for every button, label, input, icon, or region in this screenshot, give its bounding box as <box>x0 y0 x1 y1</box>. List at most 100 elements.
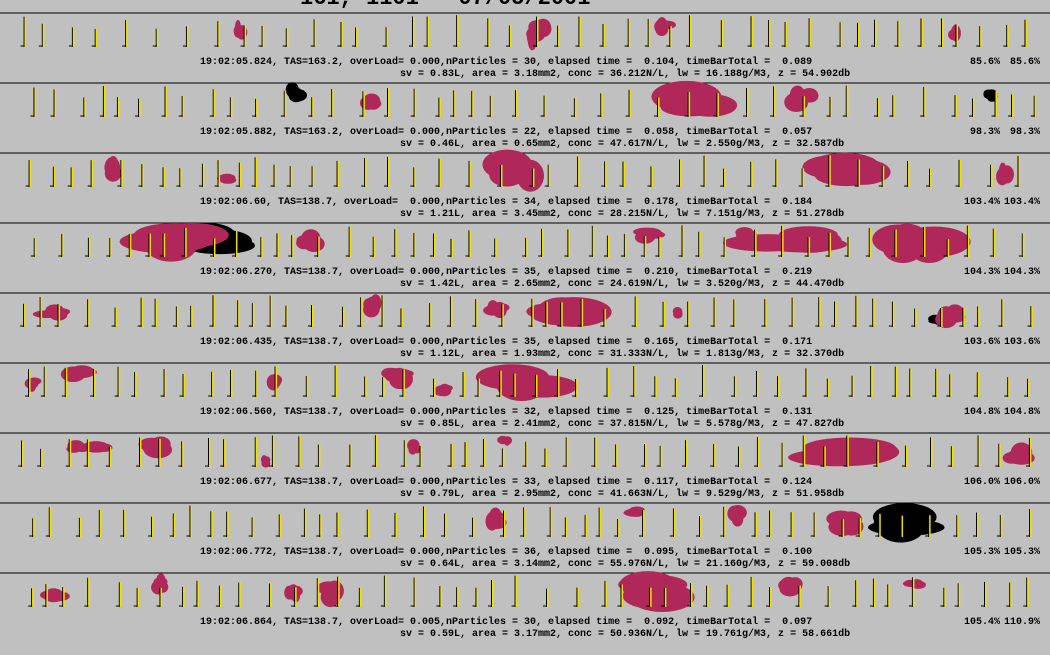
time-bar <box>110 237 112 257</box>
time-bar <box>727 584 730 607</box>
time-bar <box>543 95 545 117</box>
time-bar <box>43 366 45 397</box>
time-bar <box>469 230 471 257</box>
time-bar <box>620 584 622 607</box>
time-bar <box>600 93 602 117</box>
time-bar <box>680 159 682 187</box>
time-bar <box>372 236 374 257</box>
time-bar <box>33 518 35 537</box>
time-bar <box>957 515 959 537</box>
time-bar <box>234 230 236 257</box>
time-bar <box>644 444 646 467</box>
time-bar <box>658 236 660 257</box>
particle <box>835 159 891 185</box>
time-bar <box>140 297 142 327</box>
time-bar <box>212 238 214 257</box>
time-bar <box>856 22 858 47</box>
time-bar <box>585 514 588 537</box>
time-bar <box>532 168 535 187</box>
particle <box>74 443 90 453</box>
time-bar <box>599 507 602 537</box>
time-bar <box>859 518 862 537</box>
time-bar <box>366 509 368 537</box>
time-bar <box>117 366 119 397</box>
time-bar <box>910 368 912 397</box>
time-bar <box>940 308 942 327</box>
time-bar <box>751 576 754 607</box>
time-bar <box>754 229 756 257</box>
time-bar <box>138 98 140 117</box>
time-bar <box>855 580 857 607</box>
time-bar <box>482 438 484 467</box>
time-bar <box>856 580 858 607</box>
time-bar <box>690 583 692 607</box>
time-bar <box>312 97 314 117</box>
time-bar <box>905 445 908 467</box>
percent-2: 98.3% <box>1010 127 1040 138</box>
time-bar <box>274 164 277 187</box>
time-bar <box>604 580 606 607</box>
time-bar <box>950 374 952 397</box>
time-bar <box>109 446 112 467</box>
time-bar <box>616 444 618 467</box>
time-bar <box>584 514 586 537</box>
time-bar <box>930 437 933 467</box>
time-bar <box>847 435 849 467</box>
time-bar <box>962 307 964 327</box>
particle <box>503 436 511 446</box>
time-bar <box>79 517 82 537</box>
time-bar <box>252 517 255 537</box>
time-bar <box>642 509 644 537</box>
time-bar <box>633 366 635 397</box>
time-bar <box>568 229 570 257</box>
time-bar <box>921 18 923 47</box>
time-bar <box>33 87 35 117</box>
particle-image <box>29 503 1032 543</box>
time-bar <box>721 20 724 47</box>
time-bar <box>1011 94 1013 117</box>
time-bar <box>317 444 319 467</box>
time-bar <box>803 96 806 117</box>
time-bar <box>212 371 214 397</box>
time-bar <box>1009 582 1011 607</box>
time-bar <box>829 155 831 187</box>
time-bar <box>814 512 817 537</box>
time-bar <box>426 16 428 47</box>
frame-info: 19:02:06.772, TAS=138.7, overLoad= 0.000… <box>200 546 812 558</box>
time-bar <box>662 301 664 327</box>
time-bar <box>781 225 783 257</box>
time-bar <box>363 91 365 117</box>
time-bar <box>197 580 199 607</box>
time-bar <box>878 513 880 537</box>
time-bar <box>909 368 911 397</box>
time-bar <box>69 439 72 467</box>
time-bar <box>226 511 228 537</box>
time-bar <box>893 95 895 117</box>
time-bar <box>577 156 579 187</box>
particle <box>669 94 715 112</box>
time-bar <box>134 372 136 397</box>
time-bar <box>1012 94 1014 117</box>
time-bar <box>699 231 701 257</box>
time-bar <box>270 295 273 327</box>
time-bar <box>94 28 96 47</box>
time-bar <box>49 507 52 537</box>
time-bar <box>180 168 182 187</box>
time-bar <box>558 369 560 397</box>
time-bar <box>311 166 313 187</box>
time-bar <box>34 238 37 257</box>
time-bar <box>998 443 1000 467</box>
time-bar <box>688 15 690 47</box>
time-bar <box>1007 24 1009 47</box>
time-bar <box>335 365 338 397</box>
time-bar <box>365 376 367 397</box>
time-bar <box>737 446 739 467</box>
time-bar <box>798 585 800 607</box>
time-bar <box>120 159 122 187</box>
particle-image <box>18 435 1035 468</box>
time-bar <box>176 306 179 327</box>
time-bar <box>361 297 363 327</box>
particle <box>60 366 86 383</box>
time-bar <box>217 21 219 47</box>
time-bar <box>746 87 748 117</box>
